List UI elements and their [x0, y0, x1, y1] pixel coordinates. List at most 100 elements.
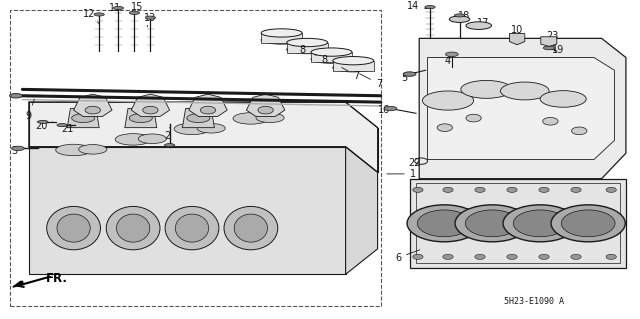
Ellipse shape — [333, 56, 374, 65]
Ellipse shape — [311, 48, 352, 56]
Polygon shape — [131, 94, 170, 116]
Ellipse shape — [79, 145, 107, 154]
Ellipse shape — [461, 80, 512, 98]
Polygon shape — [287, 42, 328, 53]
Text: 14: 14 — [406, 2, 428, 11]
Circle shape — [561, 210, 615, 237]
Text: 8: 8 — [314, 54, 328, 65]
Circle shape — [606, 254, 616, 259]
Circle shape — [466, 114, 481, 122]
Text: 7: 7 — [342, 67, 360, 81]
Text: 5: 5 — [401, 73, 412, 83]
Ellipse shape — [113, 6, 124, 10]
Circle shape — [85, 106, 100, 114]
Bar — [10, 10, 381, 306]
Ellipse shape — [38, 120, 48, 123]
Ellipse shape — [287, 38, 328, 47]
Circle shape — [513, 210, 567, 237]
Ellipse shape — [129, 114, 152, 122]
Ellipse shape — [129, 11, 140, 14]
Ellipse shape — [106, 206, 160, 250]
Circle shape — [507, 254, 517, 259]
Circle shape — [465, 210, 519, 237]
Polygon shape — [541, 37, 557, 46]
Ellipse shape — [187, 114, 210, 122]
Circle shape — [475, 254, 485, 259]
Text: 7: 7 — [360, 74, 382, 89]
Ellipse shape — [12, 146, 24, 151]
Text: FR.: FR. — [46, 272, 68, 285]
Polygon shape — [261, 33, 302, 43]
Circle shape — [606, 187, 616, 192]
Ellipse shape — [543, 46, 555, 50]
Text: 20: 20 — [35, 121, 52, 131]
Circle shape — [417, 210, 471, 237]
Polygon shape — [13, 281, 24, 287]
Circle shape — [503, 205, 577, 242]
Circle shape — [437, 124, 452, 131]
Ellipse shape — [174, 123, 210, 135]
Ellipse shape — [311, 55, 352, 63]
Ellipse shape — [164, 144, 175, 147]
Ellipse shape — [233, 113, 269, 124]
Ellipse shape — [403, 72, 416, 76]
Text: 3: 3 — [11, 145, 23, 156]
Text: 2: 2 — [164, 128, 171, 141]
Text: 11: 11 — [109, 3, 122, 19]
Ellipse shape — [57, 123, 67, 127]
Polygon shape — [311, 52, 352, 62]
Ellipse shape — [234, 214, 268, 242]
Polygon shape — [182, 108, 214, 128]
Text: 16: 16 — [378, 105, 396, 115]
Text: 23: 23 — [546, 31, 559, 41]
Circle shape — [539, 254, 549, 259]
Ellipse shape — [116, 214, 150, 242]
Circle shape — [539, 187, 549, 192]
Ellipse shape — [425, 5, 435, 9]
Circle shape — [258, 106, 273, 114]
Text: 8: 8 — [294, 45, 305, 55]
Ellipse shape — [500, 82, 549, 100]
Ellipse shape — [57, 214, 90, 242]
Ellipse shape — [445, 52, 458, 56]
Ellipse shape — [165, 206, 219, 250]
Ellipse shape — [287, 45, 328, 54]
Ellipse shape — [47, 206, 100, 250]
Text: 5H23-E1090 A: 5H23-E1090 A — [504, 297, 564, 306]
Text: 9: 9 — [26, 99, 35, 121]
Ellipse shape — [449, 16, 470, 22]
Circle shape — [572, 127, 587, 135]
Ellipse shape — [540, 91, 586, 107]
Polygon shape — [509, 33, 525, 45]
Circle shape — [455, 205, 529, 242]
Text: 10: 10 — [511, 26, 524, 35]
Text: 19: 19 — [552, 46, 564, 56]
Polygon shape — [410, 179, 626, 268]
Circle shape — [413, 254, 423, 259]
Polygon shape — [67, 108, 99, 128]
Circle shape — [413, 187, 423, 192]
Text: 22: 22 — [408, 158, 421, 168]
Ellipse shape — [56, 144, 92, 156]
Polygon shape — [333, 61, 374, 71]
Polygon shape — [246, 94, 285, 116]
Polygon shape — [29, 255, 346, 274]
Ellipse shape — [261, 36, 302, 44]
Text: 18: 18 — [458, 11, 470, 21]
Ellipse shape — [175, 214, 209, 242]
Ellipse shape — [145, 16, 156, 19]
Polygon shape — [189, 94, 227, 116]
Polygon shape — [125, 108, 157, 128]
Circle shape — [443, 187, 453, 192]
Ellipse shape — [261, 29, 302, 37]
Ellipse shape — [384, 106, 397, 111]
Polygon shape — [419, 38, 626, 179]
Ellipse shape — [10, 93, 22, 98]
Circle shape — [443, 254, 453, 259]
Ellipse shape — [333, 63, 374, 72]
Circle shape — [543, 117, 558, 125]
Circle shape — [551, 205, 625, 242]
Polygon shape — [29, 102, 378, 172]
Ellipse shape — [224, 206, 278, 250]
Ellipse shape — [115, 134, 151, 145]
